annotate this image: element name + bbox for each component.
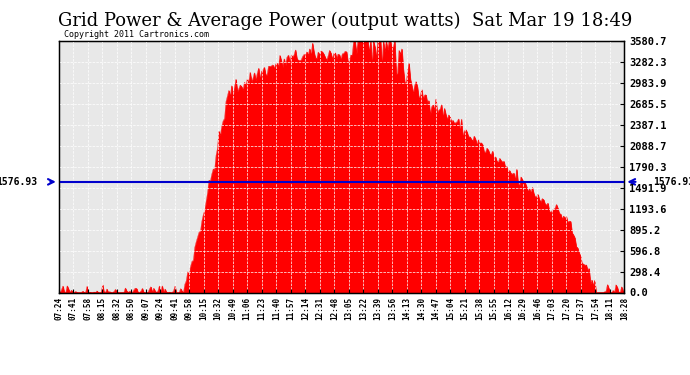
Text: 1576.93: 1576.93 (653, 177, 690, 187)
Text: Copyright 2011 Cartronics.com: Copyright 2011 Cartronics.com (64, 30, 209, 39)
Text: 1576.93: 1576.93 (0, 177, 37, 187)
Text: Grid Power & Average Power (output watts)  Sat Mar 19 18:49: Grid Power & Average Power (output watts… (58, 11, 632, 30)
